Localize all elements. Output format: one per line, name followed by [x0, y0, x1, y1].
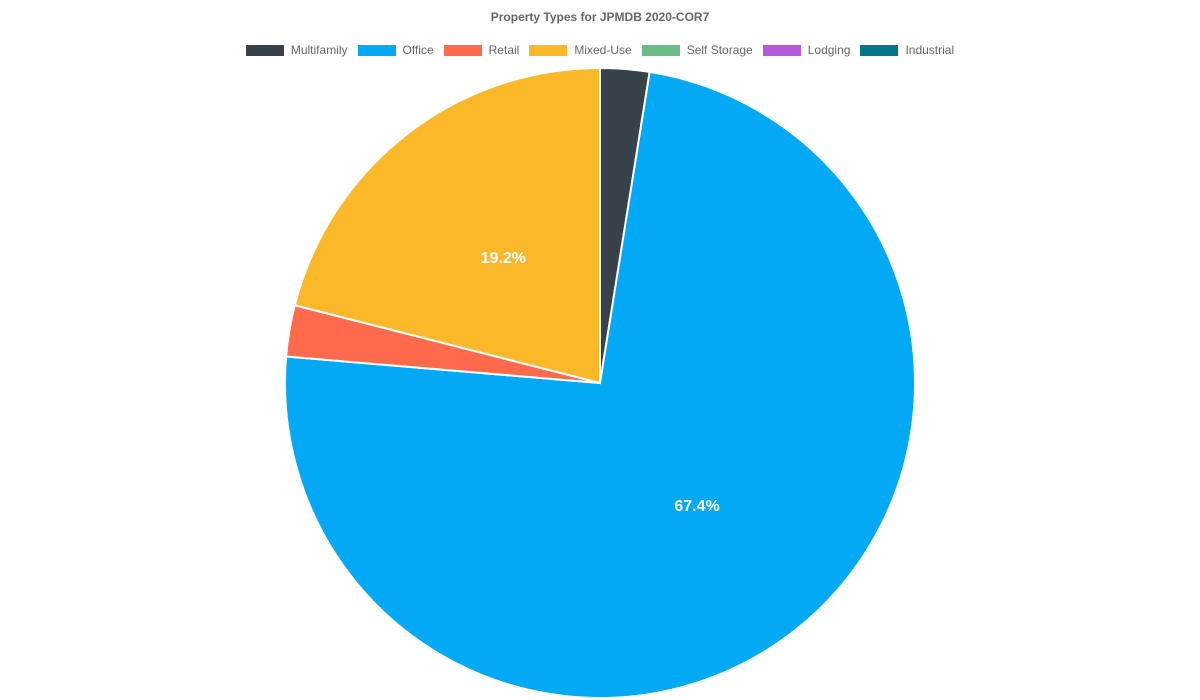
- legend-swatch: [860, 44, 899, 56]
- legend-swatch: [443, 44, 482, 56]
- legend-item-office[interactable]: Office: [357, 43, 434, 57]
- legend-swatch: [245, 44, 284, 56]
- legend-swatch: [641, 44, 680, 56]
- legend-item-mixed-use[interactable]: Mixed-Use: [529, 43, 632, 57]
- legend-swatch: [762, 44, 801, 56]
- legend-label: Office: [402, 43, 434, 57]
- legend-label: Multifamily: [290, 43, 348, 57]
- legend-label: Lodging: [807, 43, 851, 57]
- pie-slice-office[interactable]: [284, 70, 916, 699]
- legend-item-multifamily[interactable]: Multifamily: [245, 43, 348, 57]
- legend-item-lodging[interactable]: Lodging: [762, 43, 851, 57]
- legend-label: Mixed-Use: [574, 43, 632, 57]
- pie-slice-mixed-use[interactable]: [293, 66, 601, 385]
- slice-label-mixed-use: 19.2%: [481, 250, 526, 267]
- legend-item-self-storage[interactable]: Self Storage: [641, 43, 753, 57]
- chart-legend: Multifamily Office Retail Mixed-Use Self…: [0, 43, 1200, 57]
- legend-swatch: [529, 44, 568, 56]
- legend-label: Self Storage: [686, 43, 753, 57]
- legend-label: Retail: [488, 43, 520, 57]
- legend-label: Industrial: [905, 43, 955, 57]
- chart-title: Property Types for JPMDB 2020-COR7: [490, 10, 710, 24]
- legend-item-industrial[interactable]: Industrial: [860, 43, 954, 57]
- legend-item-retail[interactable]: Retail: [443, 43, 520, 57]
- slice-label-office: 67.4%: [674, 498, 719, 515]
- legend-swatch: [357, 44, 396, 56]
